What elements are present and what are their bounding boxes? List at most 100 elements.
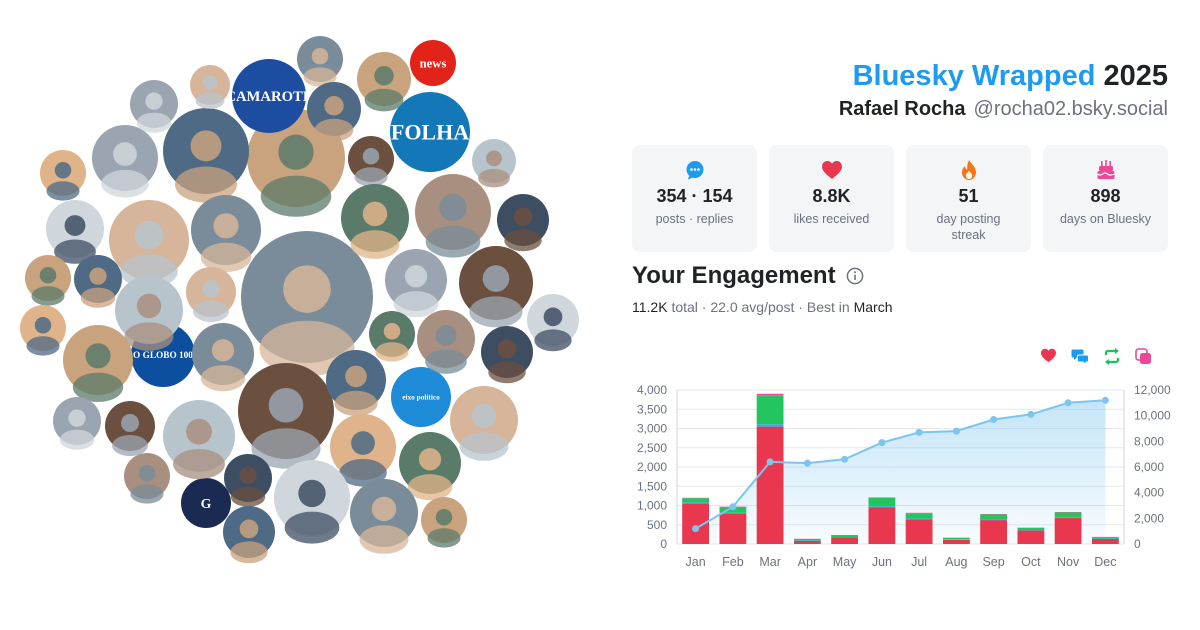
info-icon[interactable]	[846, 267, 864, 285]
avatar[interactable]	[224, 454, 272, 507]
line-point[interactable]	[952, 427, 960, 435]
avatar[interactable]	[192, 323, 254, 392]
bar-segment[interactable]	[905, 518, 933, 520]
legend-likes-heart-icon[interactable]	[1040, 348, 1057, 365]
bar-segment[interactable]	[794, 540, 821, 544]
legend-replies-reply-icon[interactable]	[1071, 348, 1089, 365]
avatar-logo[interactable]: news	[410, 40, 456, 86]
avatar[interactable]	[115, 276, 183, 351]
bar-segment[interactable]	[756, 393, 784, 396]
avatar[interactable]	[399, 432, 461, 501]
bar-segment[interactable]	[980, 514, 1007, 520]
avatar-logo[interactable]: eixo político	[391, 367, 451, 427]
bar-segment[interactable]	[980, 520, 1007, 544]
avatar[interactable]	[186, 267, 236, 322]
bar-segment[interactable]	[1054, 517, 1082, 518]
avatar[interactable]	[92, 125, 158, 198]
line-point[interactable]	[915, 428, 923, 436]
bar-segment[interactable]	[1017, 530, 1045, 545]
avatar[interactable]	[105, 401, 155, 456]
avatar[interactable]	[472, 139, 516, 188]
bar-segment[interactable]	[1092, 539, 1119, 544]
bar-segment[interactable]	[905, 519, 933, 544]
bar-segment[interactable]	[756, 395, 784, 425]
bar-segment[interactable]	[943, 539, 970, 544]
avatar[interactable]	[350, 479, 418, 554]
line-point[interactable]	[729, 503, 737, 511]
avatar[interactable]	[497, 194, 549, 252]
logo-label: CAMAROTE	[225, 89, 313, 105]
avatar[interactable]	[124, 453, 170, 504]
bar-segment[interactable]	[682, 498, 709, 503]
legend-reposts-repost-icon[interactable]	[1103, 348, 1121, 365]
bar-segment[interactable]	[719, 512, 747, 514]
bar-segment[interactable]	[868, 506, 896, 508]
bar-segment[interactable]	[831, 535, 858, 537]
bar-segment[interactable]	[1054, 512, 1082, 517]
avatar[interactable]	[307, 82, 361, 142]
avatar[interactable]	[326, 350, 386, 416]
avatar[interactable]	[191, 195, 261, 272]
avatar[interactable]	[297, 36, 343, 87]
avatar[interactable]	[130, 80, 178, 133]
bar-segment[interactable]	[831, 537, 858, 545]
bar-segment[interactable]	[682, 502, 709, 504]
stat-value: 898	[1090, 186, 1121, 206]
bar-segment[interactable]	[905, 513, 933, 519]
legend-quotes-quote-icon[interactable]	[1135, 348, 1152, 365]
bar-segment[interactable]	[719, 514, 747, 544]
bar-segment[interactable]	[943, 537, 970, 540]
avatar[interactable]	[241, 231, 373, 377]
avatar[interactable]	[20, 305, 66, 356]
bar-segment[interactable]	[1017, 527, 1045, 531]
bar-segment[interactable]	[868, 497, 896, 507]
line-point[interactable]	[878, 439, 886, 447]
line-point[interactable]	[1027, 410, 1035, 418]
bar-segment[interactable]	[794, 539, 821, 541]
avatar[interactable]	[421, 497, 467, 548]
avatar-logo[interactable]: FOLHA	[390, 92, 470, 172]
avatar[interactable]	[369, 311, 415, 362]
avatar[interactable]	[223, 506, 275, 564]
line-point[interactable]	[766, 458, 774, 466]
avatar[interactable]	[190, 65, 230, 109]
bar-segment[interactable]	[756, 424, 784, 427]
avatar[interactable]	[357, 52, 411, 112]
avatar[interactable]	[417, 310, 475, 374]
avatar[interactable]	[274, 460, 350, 544]
line-point[interactable]	[990, 416, 998, 423]
avatar[interactable]	[385, 249, 447, 318]
line-point[interactable]	[1101, 396, 1109, 404]
line-point[interactable]	[1064, 399, 1072, 407]
bar-segment[interactable]	[980, 519, 1007, 521]
avatar[interactable]	[348, 136, 394, 187]
avatar[interactable]	[238, 363, 334, 469]
line-point[interactable]	[692, 525, 700, 533]
avatar-logo[interactable]: G	[181, 478, 231, 528]
avatar[interactable]	[415, 174, 491, 258]
avatar[interactable]	[40, 150, 86, 201]
bar-segment[interactable]	[756, 426, 784, 544]
line-point[interactable]	[841, 455, 849, 463]
avatar[interactable]	[527, 294, 579, 352]
avatar[interactable]	[481, 326, 533, 384]
bar-segment[interactable]	[868, 507, 896, 544]
avatar[interactable]	[163, 108, 249, 203]
logo-label: O GLOBO 100	[133, 351, 193, 361]
avatar[interactable]	[341, 184, 409, 259]
line-point[interactable]	[803, 459, 811, 467]
bar-segment[interactable]	[1092, 537, 1119, 539]
avatar[interactable]	[163, 400, 235, 480]
avatar[interactable]	[25, 255, 71, 306]
bar-segment[interactable]	[1054, 517, 1082, 544]
x-tick-label: Nov	[1057, 555, 1080, 569]
avatar[interactable]	[74, 255, 122, 308]
avatar[interactable]	[459, 246, 533, 328]
avatar[interactable]	[46, 200, 104, 264]
avatar[interactable]	[53, 397, 101, 450]
avatar[interactable]	[450, 386, 518, 461]
stat-days: 898 days on Bluesky	[1043, 145, 1168, 252]
avatar[interactable]	[63, 325, 133, 402]
avatar[interactable]	[330, 414, 396, 487]
avatar-logo[interactable]: CAMAROTE	[225, 59, 313, 133]
